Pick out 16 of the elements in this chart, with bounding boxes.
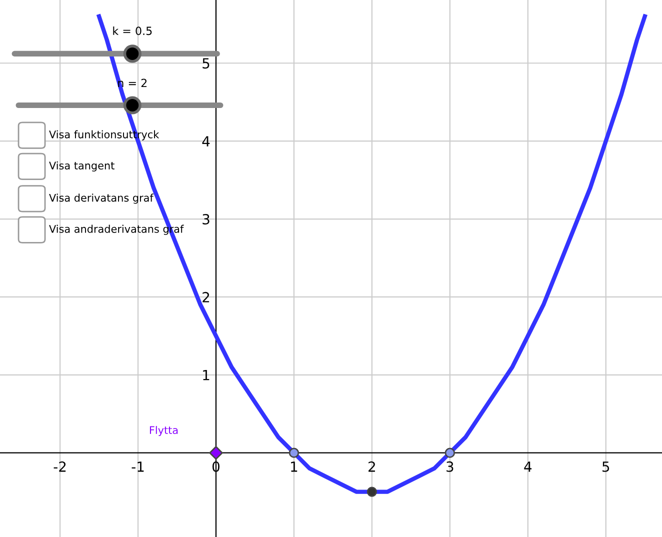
y-tick-label: 5 xyxy=(202,58,210,69)
x-tick-label: 5 xyxy=(602,462,610,472)
y-tick-label: 1 xyxy=(203,370,210,380)
y-tick-label: 2 xyxy=(202,292,210,302)
y-tick-label: 3 xyxy=(202,214,210,224)
annotation: Visa tangent xyxy=(49,161,114,172)
x-tick-label: 2 xyxy=(368,461,375,472)
annotation: k = 0.5 xyxy=(113,26,152,36)
x-tick-label: -1 xyxy=(132,462,144,472)
x-tick-label: 3 xyxy=(446,461,454,472)
y-tick-label: 4 xyxy=(202,136,210,146)
x-tick-label: -2 xyxy=(54,461,66,472)
x-tick-label: 1 xyxy=(291,462,298,472)
annotation: Visa derivatans graf xyxy=(49,194,154,204)
annotation: Flytta xyxy=(150,426,178,436)
x-tick-label: 4 xyxy=(524,462,532,472)
